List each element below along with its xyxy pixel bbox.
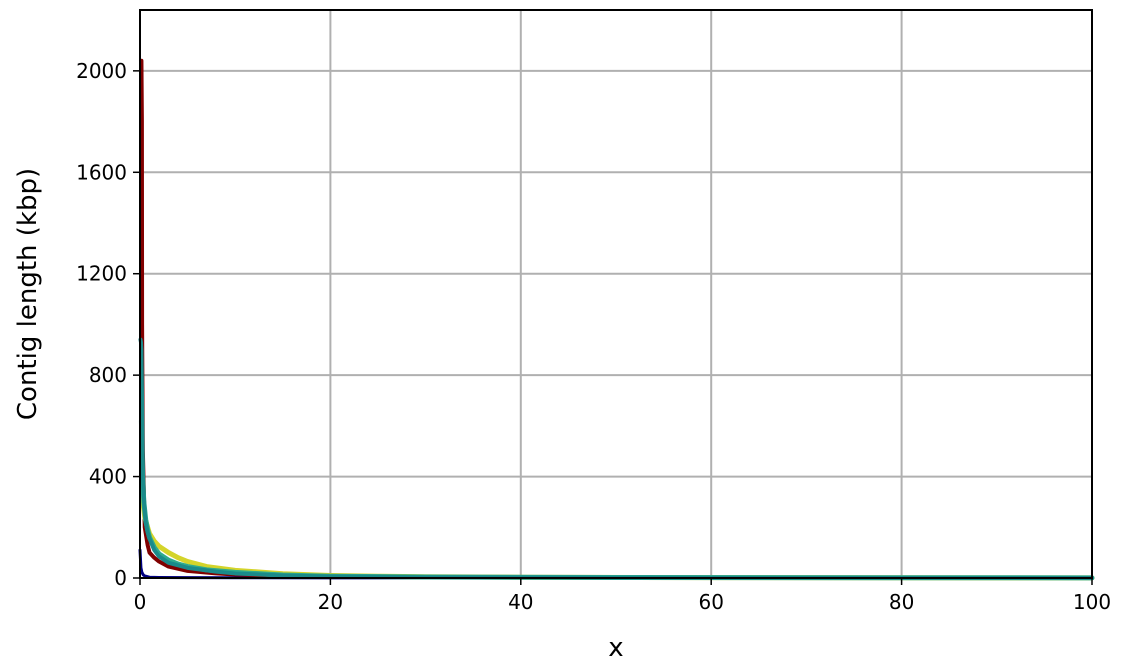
series-line-3	[139, 474, 1095, 581]
axis-ticks: 0 20 40 60 80 100 0 400 800 1200 1600 2000	[76, 59, 1111, 614]
x-axis-label: x	[608, 633, 623, 659]
y-tick-label: 1200	[76, 262, 127, 286]
y-tick-label: 2000	[76, 59, 127, 83]
y-tick-label: 0	[114, 566, 127, 590]
x-tick-label: 80	[889, 590, 914, 614]
x-tick-label: 40	[508, 590, 533, 614]
y-axis-label: Contig length (kbp)	[13, 168, 43, 420]
x-tick-label: 100	[1073, 590, 1111, 614]
y-tick-label: 400	[89, 465, 127, 489]
x-tick-label: 20	[318, 590, 343, 614]
x-tick-label: 60	[698, 590, 723, 614]
x-tick-label: 0	[134, 590, 147, 614]
y-tick-label: 800	[89, 363, 127, 387]
y-tick-label: 1600	[76, 160, 127, 184]
series-lines	[138, 58, 1095, 581]
grid-lines	[139, 10, 1093, 579]
plot-frame	[139, 9, 1093, 579]
series-line-4	[138, 418, 1095, 581]
series-line-2	[138, 58, 1094, 580]
series-line-5	[138, 337, 1094, 580]
